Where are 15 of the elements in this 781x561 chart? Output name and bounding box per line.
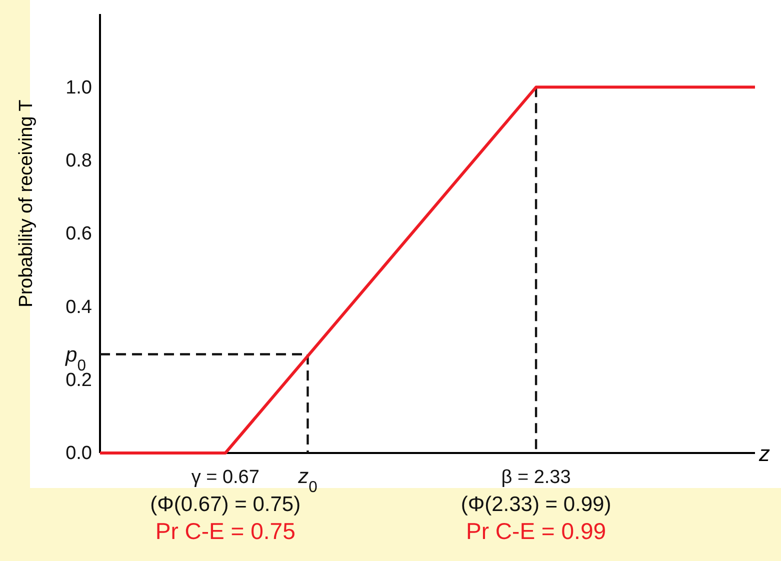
y-tick-label: 0.0 xyxy=(66,443,92,464)
text: Pr C-E = 0.75 xyxy=(155,518,296,544)
text: (Φ(2.33) = 0.99) xyxy=(460,493,612,516)
y-axis-title: Probability of receiving T xyxy=(16,99,37,308)
x-tick-label: β = 2.33 xyxy=(501,467,571,488)
annotation: z$_{0}$ xyxy=(297,465,318,496)
y-tick-label: 0.8 xyxy=(66,150,92,172)
y-tick-label: 0.4 xyxy=(66,296,92,318)
text: Pr C-E = 0.99 xyxy=(466,518,606,544)
x-axis-title: z xyxy=(758,441,770,466)
text: (Φ(0.67) = 0.75) xyxy=(150,493,301,516)
x-tick-label: γ = 0.67 xyxy=(191,467,260,488)
y-tick-label: 1.0 xyxy=(66,77,92,98)
y-tick-label: 0.2 xyxy=(66,370,92,391)
y-tick-label: 0.6 xyxy=(66,224,92,245)
